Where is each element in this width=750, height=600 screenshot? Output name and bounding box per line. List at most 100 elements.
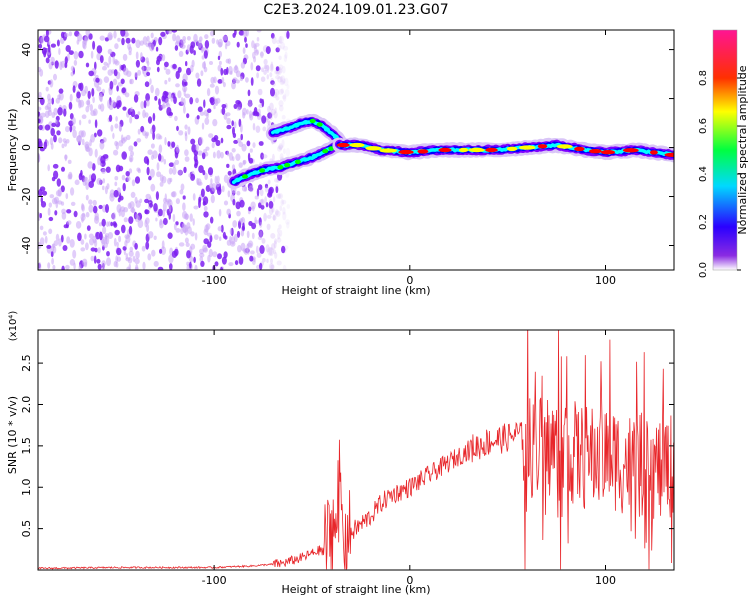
noise-speckle <box>205 223 211 230</box>
noise-speckle <box>254 216 257 225</box>
noise-speckle <box>90 255 95 262</box>
noise-speckle <box>266 258 269 263</box>
noise-speckle <box>269 263 274 270</box>
noise-speckle <box>161 240 165 250</box>
noise-speckle <box>38 262 42 270</box>
noise-speckle <box>223 251 228 259</box>
noise-speckle <box>213 104 216 110</box>
noise-speckle <box>112 78 118 86</box>
noise-speckle <box>69 93 73 102</box>
noise-speckle <box>209 234 213 243</box>
noise-speckle <box>65 193 69 200</box>
noise-speckle <box>122 53 128 61</box>
noise-speckle <box>200 188 205 198</box>
noise-speckle <box>267 247 273 256</box>
track-peak <box>574 146 585 152</box>
noise-speckle <box>253 43 257 50</box>
noise-speckle <box>203 211 209 218</box>
noise-speckle <box>172 213 176 223</box>
noise-speckle <box>215 139 221 147</box>
noise-speckle <box>135 250 140 259</box>
noise-speckle <box>189 97 194 105</box>
noise-speckle <box>232 220 238 228</box>
noise-speckle <box>173 223 177 231</box>
noise-speckle <box>197 150 203 156</box>
noise-speckle <box>177 169 183 175</box>
noise-speckle <box>107 99 111 109</box>
noise-speckle <box>251 40 255 49</box>
noise-speckle <box>196 115 200 120</box>
noise-speckle <box>226 117 231 125</box>
noise-speckle <box>128 51 132 56</box>
noise-speckle <box>259 245 265 254</box>
track-peak <box>234 177 241 183</box>
noise-speckle <box>96 258 101 264</box>
noise-speckle <box>164 193 167 203</box>
noise-speckle <box>100 155 106 164</box>
noise-speckle <box>263 70 267 75</box>
noise-speckle <box>126 70 132 78</box>
noise-speckle <box>114 229 120 236</box>
noise-speckle <box>102 178 106 184</box>
noise-speckle <box>128 155 134 163</box>
noise-speckle <box>222 35 228 41</box>
noise-speckle <box>105 166 111 173</box>
noise-speckle <box>103 61 108 66</box>
noise-speckle <box>38 118 41 124</box>
noise-speckle <box>213 234 219 241</box>
noise-speckle <box>232 198 236 206</box>
noise-speckle <box>231 120 234 127</box>
noise-speckle <box>156 66 160 73</box>
noise-speckle <box>286 30 290 39</box>
noise-speckle <box>170 191 176 198</box>
noise-speckle <box>273 111 278 119</box>
noise-speckle <box>240 229 245 237</box>
noise-speckle <box>164 61 169 68</box>
noise-speckle <box>200 260 205 267</box>
noise-speckle <box>226 208 231 216</box>
noise-speckle <box>94 61 97 70</box>
noise-speckle <box>64 62 68 69</box>
y-tick-label: 0.5 <box>20 520 33 538</box>
noise-speckle <box>282 207 286 215</box>
noise-speckle <box>114 176 119 181</box>
noise-speckle <box>115 255 119 264</box>
noise-speckle <box>167 232 173 239</box>
noise-speckle <box>245 30 249 37</box>
noise-speckle <box>63 108 67 117</box>
noise-speckle <box>251 205 255 212</box>
noise-speckle <box>127 202 132 209</box>
noise-speckle <box>143 100 147 109</box>
noise-speckle <box>94 148 98 158</box>
noise-speckle <box>140 101 145 109</box>
noise-speckle <box>66 209 72 214</box>
noise-speckle <box>267 112 273 119</box>
noise-speckle <box>259 221 263 228</box>
noise-speckle <box>215 181 221 188</box>
noise-speckle <box>182 73 188 83</box>
noise-speckle <box>107 221 111 227</box>
noise-speckle <box>217 55 221 61</box>
noise-speckle <box>142 36 148 45</box>
noise-speckle <box>123 136 128 142</box>
noise-speckle <box>48 62 53 70</box>
noise-speckle <box>269 72 273 78</box>
figure-title: C2E3.2024.109.01.23.G07 <box>263 2 448 18</box>
noise-speckle <box>285 219 290 225</box>
noise-speckle <box>273 88 280 97</box>
noise-speckle <box>86 225 91 231</box>
snr-frame <box>37 329 675 571</box>
noise-speckle <box>209 61 213 65</box>
noise-speckle <box>260 76 266 82</box>
noise-speckle <box>187 226 192 235</box>
noise-speckle <box>250 77 254 86</box>
noise-speckle <box>97 247 101 254</box>
noise-speckle <box>144 209 148 215</box>
snr-panel: -100 0 100 0.5 1.0 1.5 2.0 2.5 Height of straig… <box>6 311 675 596</box>
noise-speckle <box>102 185 105 191</box>
noise-speckle <box>171 30 178 33</box>
noise-speckle <box>167 177 172 185</box>
noise-speckle <box>134 258 140 265</box>
noise-speckle <box>38 140 43 149</box>
noise-speckle <box>281 199 287 205</box>
